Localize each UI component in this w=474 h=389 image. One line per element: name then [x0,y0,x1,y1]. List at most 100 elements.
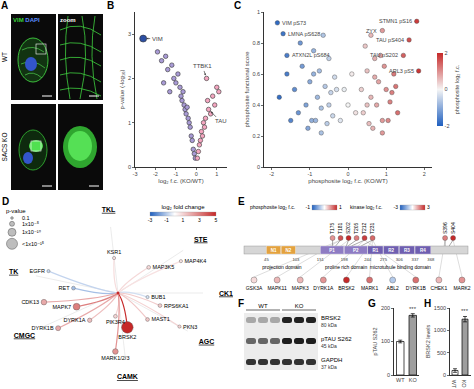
svg-text:0.6: 0.6 [252,71,260,77]
svg-text:ZYX: ZYX [366,28,377,34]
svg-text:VIM: VIM [152,36,163,42]
svg-text:B: B [107,0,114,11]
svg-text:-1: -1 [307,171,312,177]
svg-text:0: 0 [443,372,446,378]
svg-text:CMGC: CMGC [14,332,35,339]
svg-text:S404: S404 [450,222,456,234]
svg-text:P2: P2 [353,248,359,253]
svg-text:pTAU S262: pTAU S262 [321,336,352,342]
svg-text:3: 3 [128,31,131,37]
svg-text:AGC: AGC [199,338,215,345]
svg-text:198: 198 [341,257,349,262]
svg-text:TAU pS404: TAU pS404 [376,37,404,43]
svg-text:SACS KO: SACS KO [1,133,8,162]
svg-text:0: 0 [387,372,390,378]
svg-text:0.4: 0.4 [252,102,260,108]
svg-text:TTBK1: TTBK1 [193,63,212,69]
svg-text:ARL3 pS5: ARL3 pS5 [389,68,414,74]
svg-text:LMNA pS628: LMNA pS628 [288,31,320,37]
svg-text:EGFR: EGFR [30,268,45,274]
svg-text:S202: S202 [345,222,351,234]
svg-text:CDK13: CDK13 [21,299,39,305]
svg-text:MAP3K5: MAP3K5 [153,264,175,270]
svg-text:E: E [238,196,245,207]
svg-text:1: 1 [128,120,131,126]
svg-text:103: 103 [292,257,300,262]
svg-text:1000: 1000 [434,327,446,333]
svg-text:-1: -1 [173,171,178,177]
svg-text:368: 368 [427,257,435,262]
svg-text:CK1: CK1 [219,290,233,297]
svg-text:CHEK1: CHEK1 [431,285,448,291]
svg-text:p-value (-log₁₀): p-value (-log₁₀) [119,70,125,110]
svg-text:BRSK2: BRSK2 [338,285,355,291]
svg-text:KO: KO [295,303,304,309]
svg-text:0.8: 0.8 [252,40,260,46]
svg-text:MAST1: MAST1 [151,316,169,322]
svg-text:VIM DAPI: VIM DAPI [13,17,40,23]
svg-text:R1: R1 [372,248,378,253]
svg-text:500: 500 [437,350,446,356]
svg-text:2: 2 [128,75,131,81]
svg-text:log₂ f.c. (KO/WT): log₂ f.c. (KO/WT) [158,178,203,184]
svg-text:microtubule binding domain: microtubule binding domain [370,264,431,270]
svg-text:RET: RET [59,285,71,291]
svg-text:MAPK3: MAPK3 [292,285,309,291]
svg-text:GSK3A: GSK3A [246,285,263,291]
svg-text:80 kDa: 80 kDa [321,322,337,328]
svg-text:N1: N1 [271,248,277,253]
svg-text:3: 3 [427,204,430,210]
svg-text:244: 244 [364,257,372,262]
svg-text:-2: -2 [153,171,158,177]
svg-text:CAMK: CAMK [117,373,138,380]
svg-text:MARK1/2/3: MARK1/2/3 [101,355,129,361]
svg-text:0.2: 0.2 [252,133,260,139]
svg-text:DYRK1B: DYRK1B [32,325,54,331]
svg-text:S396: S396 [442,222,448,234]
svg-text:1: 1 [215,171,218,177]
svg-text:RPS6KA1: RPS6KA1 [164,303,189,309]
svg-text:MARK2: MARK2 [453,285,470,291]
svg-text:log₂ fold change: log₂ fold change [161,204,205,210]
svg-text:T231: T231 [369,222,375,234]
svg-text:5: 5 [215,217,218,223]
svg-text:151: 151 [317,257,325,262]
svg-text:proline rich domain: proline rich domain [325,264,367,270]
svg-text:0: 0 [128,164,131,170]
svg-text:phosphosite functional score: phosphosite functional score [244,51,250,128]
svg-text:pTAU S262: pTAU S262 [372,327,378,355]
svg-text:N2: N2 [285,248,291,253]
svg-text:TAU: TAU [215,118,227,124]
svg-text:VIM pS73: VIM pS73 [282,20,306,26]
svg-text:0: 0 [257,164,260,170]
svg-text:WT: WT [1,52,8,62]
svg-text:G: G [368,298,376,309]
svg-text:WT: WT [396,377,405,383]
svg-text:-2: -2 [445,123,450,129]
svg-text:DYRK1A: DYRK1A [63,317,85,323]
svg-text:R2: R2 [388,248,394,253]
svg-text:-1: -1 [306,204,311,210]
svg-text:MARK1: MARK1 [361,285,378,291]
svg-text:1: 1 [182,217,185,223]
svg-text:MAPK11: MAPK11 [267,285,287,291]
svg-text:C: C [234,0,241,11]
svg-text:BRSK2: BRSK2 [118,334,136,340]
svg-text:DYRK1A: DYRK1A [313,285,334,291]
svg-text:1: 1 [339,204,342,210]
svg-text:1x10⁻⁵: 1x10⁻⁵ [22,221,39,227]
svg-text:200: 200 [381,305,390,311]
svg-text:MAPK7: MAPK7 [53,304,72,310]
svg-text:100: 100 [381,338,390,344]
svg-text:<1x10⁻¹⁵: <1x10⁻¹⁵ [22,241,44,247]
svg-text:H: H [424,298,431,309]
svg-text:1500: 1500 [434,305,446,311]
svg-text:A: A [1,0,8,11]
svg-text:projection domain: projection domain [262,264,302,270]
svg-text:275: 275 [380,257,388,262]
svg-text:MAP4K4: MAP4K4 [185,258,207,264]
svg-text:2: 2 [423,171,426,177]
svg-text:TKL: TKL [102,206,116,213]
svg-text:T181: T181 [337,222,343,234]
svg-text:0: 0 [346,171,349,177]
